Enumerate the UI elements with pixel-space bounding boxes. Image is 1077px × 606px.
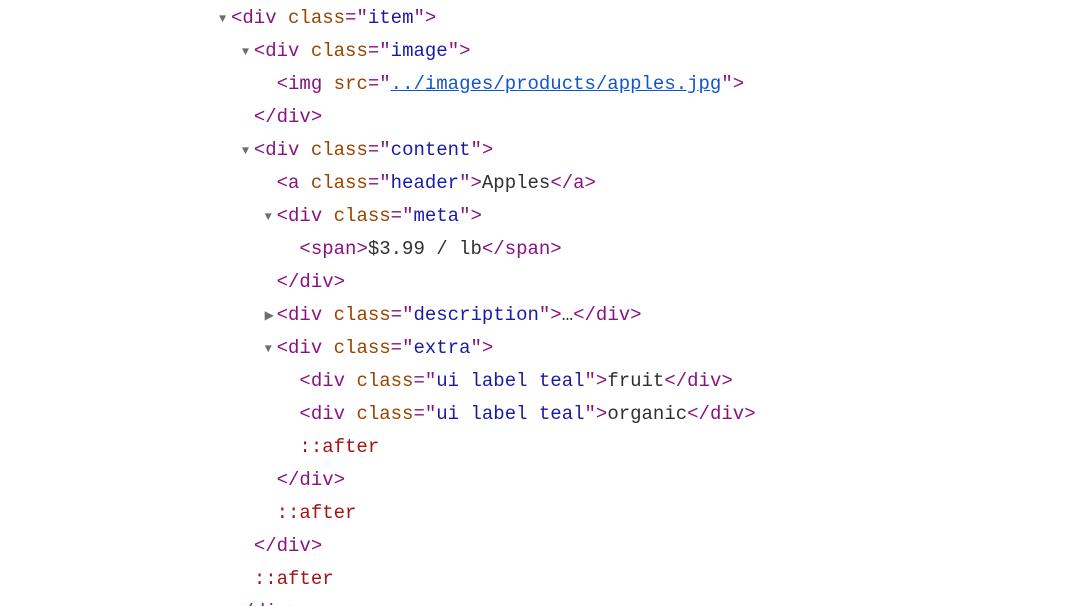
- src-link[interactable]: ../images/products/apples.jpg: [391, 73, 722, 95]
- tree-gutter: [287, 366, 299, 398]
- dom-tree-line[interactable]: <img src="../images/products/apples.jpg"…: [219, 68, 1077, 101]
- tree-gutter: [265, 69, 277, 101]
- text-node: fruit: [607, 370, 664, 392]
- text-node: Apples: [482, 172, 550, 194]
- dom-tree-line[interactable]: ::after: [219, 563, 1077, 596]
- dom-tree-line[interactable]: ▼<div class="content">: [219, 134, 1077, 167]
- dom-tree-line[interactable]: </div>: [219, 530, 1077, 563]
- dom-tree-line[interactable]: ▼<div class="extra">: [219, 332, 1077, 365]
- expand-toggle-icon[interactable]: ▶: [265, 300, 277, 332]
- text-node: organic: [607, 403, 687, 425]
- dom-tree-line[interactable]: <div class="ui label teal">organic</div>: [219, 398, 1077, 431]
- collapse-toggle-icon[interactable]: ▼: [265, 201, 277, 233]
- dom-tree-line[interactable]: ▼<div class="item">: [219, 2, 1077, 35]
- pseudo-element: ::after: [254, 568, 334, 590]
- text-node: $3.99 / lb: [368, 238, 482, 260]
- tree-gutter: [242, 564, 254, 596]
- tree-gutter: [265, 465, 277, 497]
- collapsed-ellipsis[interactable]: …: [562, 304, 573, 326]
- tree-gutter: [219, 597, 231, 606]
- tree-gutter: [242, 102, 254, 134]
- dom-tree-line[interactable]: <div class="ui label teal">fruit</div>: [219, 365, 1077, 398]
- tree-gutter: [265, 267, 277, 299]
- dom-tree-line[interactable]: ▶<div class="description">…</div>: [219, 299, 1077, 332]
- dom-tree-line[interactable]: ▼<div class="meta">: [219, 200, 1077, 233]
- tree-gutter: [265, 498, 277, 530]
- pseudo-element: ::after: [277, 502, 357, 524]
- dom-tree-line[interactable]: ▼<div class="image">: [219, 35, 1077, 68]
- dom-tree-line[interactable]: </div>: [219, 596, 1077, 606]
- collapse-toggle-icon[interactable]: ▼: [265, 333, 277, 365]
- tree-gutter: [242, 531, 254, 563]
- dom-tree-line[interactable]: ::after: [219, 497, 1077, 530]
- dom-tree-line[interactable]: </div>: [219, 101, 1077, 134]
- dom-tree-line[interactable]: <a class="header">Apples</a>: [219, 167, 1077, 200]
- tree-gutter: [287, 399, 299, 431]
- collapse-toggle-icon[interactable]: ▼: [219, 3, 231, 35]
- dom-tree-view: ▼<div class="item"> ▼<div class="image">…: [0, 0, 1077, 606]
- tree-gutter: [287, 234, 299, 266]
- dom-tree-line[interactable]: </div>: [219, 266, 1077, 299]
- tree-gutter: [265, 168, 277, 200]
- dom-tree-line[interactable]: </div>: [219, 464, 1077, 497]
- dom-tree-line[interactable]: ::after: [219, 431, 1077, 464]
- dom-tree-line[interactable]: <span>$3.99 / lb</span>: [219, 233, 1077, 266]
- pseudo-element: ::after: [299, 436, 379, 458]
- tree-gutter: [287, 432, 299, 464]
- collapse-toggle-icon[interactable]: ▼: [242, 135, 254, 167]
- collapse-toggle-icon[interactable]: ▼: [242, 36, 254, 68]
